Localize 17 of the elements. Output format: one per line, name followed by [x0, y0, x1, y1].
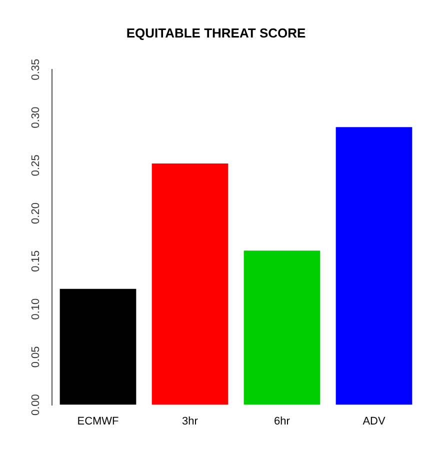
- y-tick-label: 0.35: [30, 58, 42, 80]
- y-tick-label: 0.15: [30, 250, 42, 272]
- bar: [152, 163, 228, 405]
- y-tick-label: 0.20: [30, 202, 42, 224]
- bar: [244, 250, 320, 405]
- x-tick-label: ECMWF: [77, 415, 120, 428]
- x-tick-label: ADV: [362, 415, 386, 428]
- y-tick-label: 0.30: [30, 106, 42, 128]
- y-tick-label: 0.25: [30, 154, 42, 176]
- bar: [336, 127, 412, 405]
- y-tick-label: 0.05: [30, 346, 42, 368]
- y-tick-label: 0.00: [30, 394, 42, 416]
- bar: [60, 288, 136, 405]
- y-tick-label: 0.10: [30, 298, 42, 320]
- x-tick-label: 6hr: [274, 415, 290, 428]
- x-tick-label: 3hr: [182, 415, 198, 428]
- chart-title: EQUITABLE THREAT SCORE: [126, 25, 306, 40]
